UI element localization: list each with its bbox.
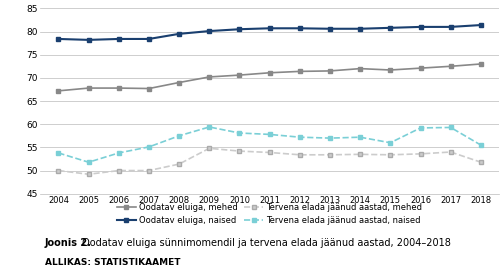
Text: ALLIKAS: STATISTIKAAMET: ALLIKAS: STATISTIKAAMET — [45, 258, 180, 267]
Legend: Oodatav eluiga, mehed, Oodatav eluiga, naised, Tervena elada jäänud aastad, mehe: Oodatav eluiga, mehed, Oodatav eluiga, n… — [117, 203, 422, 225]
Text: Oodatav eluiga sünnimomendil ja tervena elada jäänud aastad, 2004–2018: Oodatav eluiga sünnimomendil ja tervena … — [79, 238, 451, 248]
Text: Joonis 2.: Joonis 2. — [45, 238, 92, 248]
